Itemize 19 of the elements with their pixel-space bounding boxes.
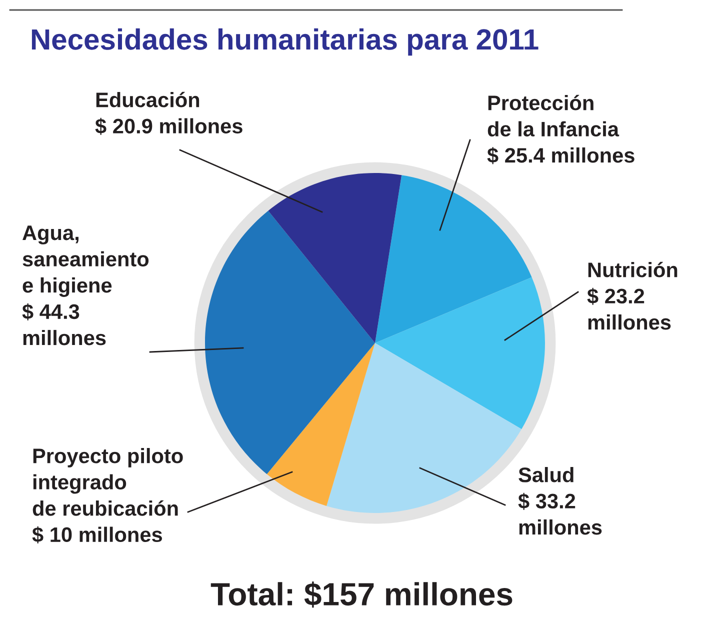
data-label: $ 10 millones (32, 526, 162, 544)
data-label: $ 20.9 millones (95, 118, 242, 135)
pie-slice (268, 173, 402, 343)
slice-label: Salud (518, 467, 574, 482)
slice-label: Educación (96, 92, 200, 108)
pie-slice (375, 277, 545, 430)
data-label: $ 44.3 millones (22, 303, 106, 346)
pie-slice (205, 210, 375, 474)
text: Total: $157 millones (210, 582, 512, 608)
data-label: $ 33.2 millones (518, 492, 602, 535)
slice-label: Protección de la Infancia (488, 94, 620, 137)
chart-title: Necesidades humanitarias para 2011 (32, 28, 538, 56)
data-label: $ 23.2 millones (587, 288, 671, 330)
slice-label: Nutrición (588, 262, 678, 278)
pie-slice (375, 175, 532, 343)
pie-slice (266, 343, 375, 506)
data-label: $ 25.4 millones (487, 147, 634, 164)
slice-label: Proyecto piloto integrado de reubicación (32, 448, 183, 516)
slice-label: Agua, saneamiento e higiene (22, 226, 149, 297)
